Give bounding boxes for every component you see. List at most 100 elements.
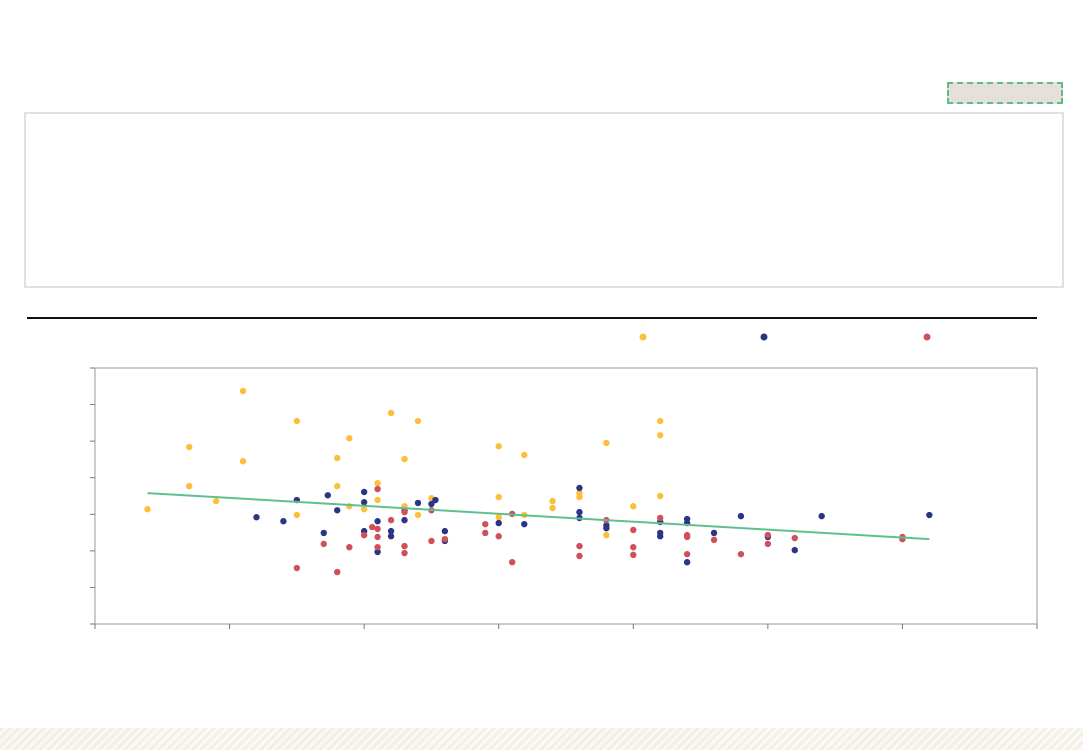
point (374, 496, 381, 504)
point (791, 546, 798, 554)
point (683, 533, 691, 541)
point (495, 493, 502, 501)
point (657, 514, 664, 522)
point (495, 533, 502, 540)
point (334, 568, 341, 576)
point (334, 454, 341, 462)
point (293, 417, 301, 425)
point (428, 537, 435, 545)
point (549, 504, 556, 512)
point (374, 533, 381, 541)
trendline (147, 492, 930, 541)
point (630, 544, 637, 551)
point (576, 552, 583, 560)
panel (24, 112, 1064, 288)
point (482, 520, 489, 528)
point (346, 544, 353, 551)
legend-marker (639, 333, 647, 341)
point (764, 540, 772, 548)
point (387, 516, 395, 524)
point (401, 508, 408, 516)
point (346, 435, 353, 442)
point (683, 550, 691, 558)
point (521, 520, 528, 528)
point (293, 564, 301, 572)
point (334, 507, 341, 514)
point (737, 550, 745, 558)
point (630, 503, 637, 510)
point (320, 529, 327, 537)
point (576, 542, 583, 550)
point (549, 497, 556, 505)
point (212, 497, 220, 505)
point (508, 558, 516, 566)
point (630, 526, 637, 534)
point (576, 484, 583, 492)
point (657, 432, 664, 439)
point (374, 525, 381, 533)
legend-marker (760, 333, 768, 341)
point (320, 540, 327, 548)
point (374, 518, 381, 525)
point (293, 511, 301, 519)
point (683, 558, 691, 566)
point (710, 529, 718, 537)
point (710, 536, 718, 544)
point (603, 531, 610, 539)
point (657, 533, 664, 540)
point (414, 511, 422, 519)
point (324, 492, 332, 499)
point (603, 439, 610, 447)
point (374, 485, 381, 493)
point (495, 443, 502, 450)
point (253, 514, 260, 521)
point (374, 544, 381, 551)
point (414, 499, 422, 507)
point (387, 527, 395, 535)
divider (27, 317, 1037, 319)
point (495, 514, 502, 521)
point (374, 480, 381, 487)
point (482, 529, 489, 537)
point (280, 518, 287, 525)
point (334, 482, 341, 490)
plot-frame (94, 367, 1038, 625)
legend-marker (923, 333, 931, 341)
point (737, 512, 745, 520)
point (657, 417, 664, 425)
point (414, 417, 422, 425)
point (441, 527, 449, 535)
point (144, 505, 151, 513)
point (630, 551, 637, 559)
point (239, 387, 247, 395)
point (576, 508, 583, 516)
point (387, 409, 395, 417)
point (657, 492, 664, 500)
point (186, 443, 193, 451)
point (521, 451, 528, 459)
point (186, 482, 193, 490)
point (495, 519, 502, 527)
point (360, 531, 368, 539)
point (360, 505, 368, 513)
point (441, 535, 449, 543)
point (432, 496, 439, 504)
point (360, 488, 368, 496)
footer-stripe (0, 728, 1083, 750)
point (764, 531, 772, 539)
point (818, 512, 825, 520)
point (401, 455, 408, 463)
point (401, 549, 408, 557)
point (374, 548, 381, 556)
point (401, 542, 408, 550)
point (360, 499, 368, 506)
point (926, 511, 933, 519)
point (603, 524, 610, 532)
point (387, 533, 395, 540)
button[interactable] (947, 82, 1063, 104)
point (239, 458, 247, 465)
point (428, 500, 435, 508)
point (401, 516, 408, 524)
